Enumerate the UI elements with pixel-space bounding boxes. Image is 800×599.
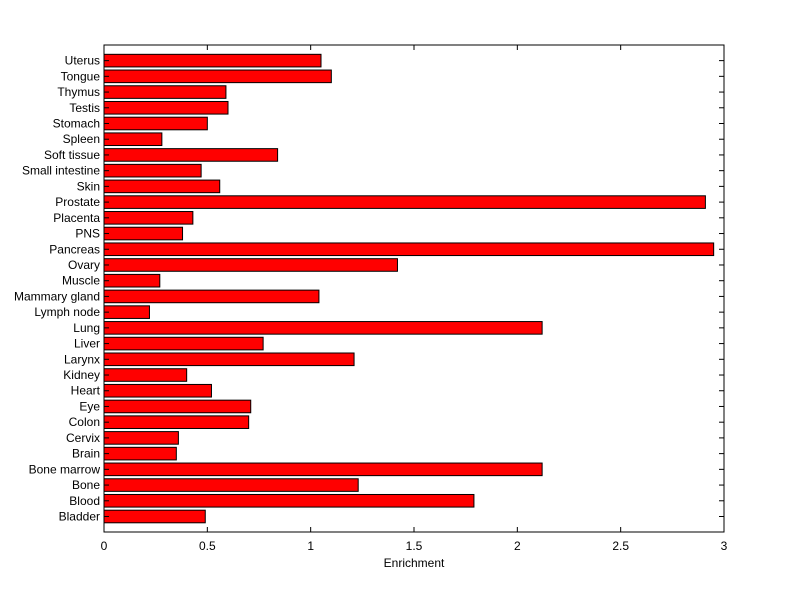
y-tick-label: Blood — [69, 494, 100, 508]
y-tick-label: Uterus — [65, 54, 100, 68]
x-axis-label: Enrichment — [384, 556, 445, 570]
y-tick-label: Pancreas — [49, 242, 100, 256]
bar-lung — [103, 321, 543, 335]
y-tick-label: Heart — [71, 384, 101, 398]
bar-soft-tissue — [103, 148, 279, 162]
y-tick-label: Soft tissue — [44, 148, 100, 162]
y-tick-label: Mammary gland — [14, 289, 100, 303]
y-tick-label: Kidney — [63, 368, 100, 382]
y-tick-label: Prostate — [55, 195, 100, 209]
x-tick-label: 1 — [307, 539, 314, 553]
bar-heart — [103, 383, 212, 398]
bar-eye — [103, 399, 252, 414]
y-tick-label: Tongue — [61, 69, 101, 83]
bar-muscle — [103, 273, 161, 288]
bar-lymph-node — [103, 305, 150, 319]
bar-bladder — [103, 509, 206, 524]
y-tick-label: Small intestine — [22, 164, 100, 178]
x-axis: 0 0.5 1 1.5 2 2.5 3 — [101, 45, 728, 553]
bars-group — [103, 53, 715, 524]
bar-larynx — [103, 352, 355, 367]
bar-small-intestine — [103, 163, 202, 178]
bar-stomach — [103, 116, 208, 131]
y-tick-label: Larynx — [64, 352, 100, 366]
y-tick-label: Ovary — [68, 258, 100, 272]
y-tick-label: Bladder — [59, 510, 100, 524]
bar-pancreas — [103, 242, 715, 257]
bar-cervix — [103, 431, 179, 445]
bar-testis — [103, 100, 229, 115]
bar-liver — [103, 336, 264, 351]
y-tick-label: Placenta — [53, 211, 100, 225]
bar-mammary-gland — [103, 289, 320, 304]
y-tick-label: Colon — [69, 415, 100, 429]
y-tick-label: Eye — [79, 399, 100, 413]
y-tick-label: Muscle — [62, 274, 100, 288]
y-tick-label: Cervix — [66, 431, 100, 445]
bar-placenta — [103, 211, 194, 225]
x-tick-label: 3 — [721, 539, 728, 553]
bar-brain — [103, 446, 177, 461]
y-tick-label: Lymph node — [34, 305, 100, 319]
y-tick-label: Brain — [72, 447, 100, 461]
bar-uterus — [103, 53, 322, 68]
y-tick-label: Testis — [69, 101, 100, 115]
y-tick-label: Liver — [74, 337, 100, 351]
x-tick-label: 0 — [101, 539, 108, 553]
x-tick-label: 2.5 — [612, 539, 629, 553]
y-tick-label: Bone marrow — [29, 462, 101, 476]
bar-pns — [103, 226, 184, 241]
bar-thymus — [103, 85, 227, 99]
bar-tongue — [103, 69, 332, 84]
bar-prostate — [103, 195, 706, 209]
y-tick-label: Skin — [77, 179, 100, 193]
x-tick-label: 0.5 — [199, 539, 216, 553]
bar-bone-marrow — [103, 462, 543, 477]
y-tick-label: Thymus — [57, 85, 100, 99]
bar-colon — [103, 415, 250, 429]
y-tick-label: Spleen — [63, 132, 100, 146]
bar-skin — [103, 179, 221, 194]
x-tick-label: 1.5 — [406, 539, 423, 553]
bar-bone — [103, 478, 359, 492]
y-tick-label: Bone — [72, 478, 100, 492]
y-tick-label: Lung — [73, 321, 100, 335]
y-tick-label: PNS — [75, 227, 100, 241]
x-tick-label: 2 — [514, 539, 521, 553]
bar-spleen — [103, 132, 163, 147]
bar-kidney — [103, 368, 188, 382]
bar-blood — [103, 493, 475, 508]
y-tick-label: Stomach — [53, 117, 100, 131]
bar-ovary — [103, 258, 398, 272]
